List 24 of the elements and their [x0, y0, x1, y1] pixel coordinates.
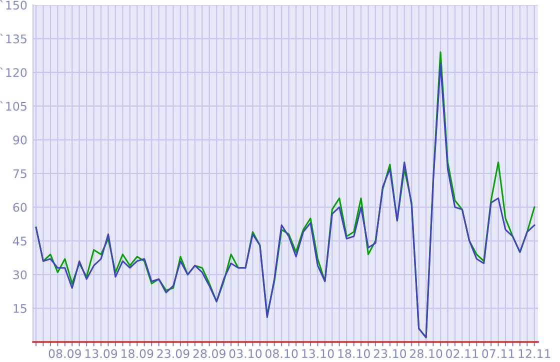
x-tick-label: 02.11 — [446, 349, 478, 358]
y-tick-label: 90 — [13, 136, 27, 144]
y-tick-label: `120 — [0, 67, 27, 78]
x-tick-label: 23.10 — [374, 349, 406, 358]
x-tick-label: 13.09 — [85, 349, 118, 358]
x-tick-label: 28.10 — [410, 349, 442, 358]
x-tick-label: 07.11 — [482, 349, 514, 358]
x-tick-label: 12.11 — [518, 349, 550, 358]
x-tick-label: 08.09 — [48, 349, 81, 358]
y-tick-label: `150 — [0, 0, 27, 10]
x-tick-label: 08.10 — [265, 349, 298, 358]
y-tick-label: 15 — [14, 304, 26, 313]
y-tick-label: `105 — [0, 101, 26, 111]
y-tick-label: 60 — [13, 202, 27, 212]
y-tick-label: 45 — [13, 236, 26, 246]
y-tick-label: `135 — [0, 34, 26, 44]
x-tick-label: 13.10 — [302, 349, 334, 358]
x-tick-label: 18.09 — [122, 349, 154, 358]
x-tick-label: 18.10 — [338, 349, 370, 358]
x-tick-label: 03.10 — [229, 349, 262, 358]
y-tick-label: 75 — [13, 169, 26, 178]
x-tick-label: 23.09 — [157, 349, 190, 358]
x-tick-label: 28.09 — [193, 349, 226, 358]
y-tick-label: 30 — [13, 270, 27, 280]
